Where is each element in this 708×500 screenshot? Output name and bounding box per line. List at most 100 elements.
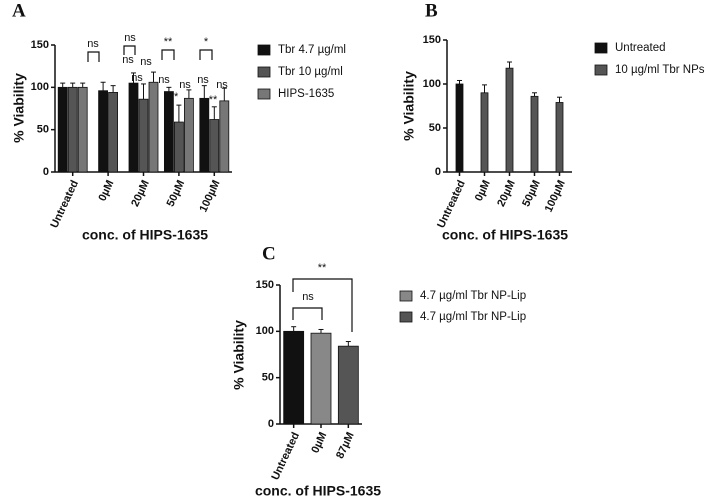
x-tick-label: 0µM <box>309 430 329 455</box>
bar <box>209 119 220 173</box>
y-tick-label: 0 <box>43 166 49 178</box>
legend-label: HIPS-1635 <box>278 88 334 100</box>
x-tick-label: 0µM <box>473 178 493 203</box>
y-tick-label: 100 <box>423 78 441 90</box>
bar <box>98 90 108 173</box>
panel-label: C <box>262 243 276 264</box>
y-tick-label: 50 <box>262 372 274 384</box>
significance-label: ns <box>197 74 209 86</box>
x-axis-label: conc. of HIPS-1635 <box>255 483 381 499</box>
bar <box>138 98 149 173</box>
legend-swatch <box>257 88 271 100</box>
legend-swatch <box>594 64 608 76</box>
bar <box>555 102 564 173</box>
bar <box>67 86 78 173</box>
legend-label: Untreated <box>615 42 666 54</box>
error-bar <box>507 61 512 69</box>
error-bar <box>70 82 76 88</box>
bar <box>310 332 332 425</box>
error-bar <box>482 84 487 93</box>
error-bar <box>110 85 116 93</box>
error-bar <box>80 82 86 88</box>
error-bar <box>166 86 172 92</box>
x-tick-label: 20µM <box>129 178 152 208</box>
y-axis-label: % Viability <box>401 71 417 141</box>
significance-label: ** <box>209 94 218 106</box>
legend-label: 4.7 µg/ml Tbr NP-Lip <box>420 311 526 323</box>
y-tick-label: 100 <box>31 81 49 93</box>
error-bar <box>60 82 66 88</box>
significance-bracket <box>199 49 213 60</box>
significance-label: ns <box>122 54 134 66</box>
significance-bracket <box>292 307 323 320</box>
panel-label: B <box>425 0 438 21</box>
panel-label: A <box>12 0 26 21</box>
bar <box>173 121 184 173</box>
legend-swatch <box>257 44 271 56</box>
x-tick-label: Untreated <box>48 178 81 230</box>
x-tick-label: Untreated <box>269 430 302 482</box>
y-tick-label: 50 <box>37 124 49 136</box>
x-tick-label: 20µM <box>495 178 518 208</box>
significance-label: ns <box>87 38 99 50</box>
significance-label: ** <box>318 262 327 274</box>
bar <box>148 81 159 173</box>
y-tick-label: 0 <box>268 418 274 430</box>
y-tick-label: 50 <box>429 122 441 134</box>
error-bar <box>176 104 182 123</box>
significance-bracket <box>292 278 353 332</box>
bar <box>183 97 194 173</box>
error-bar <box>318 328 324 334</box>
bar <box>283 330 305 425</box>
y-tick-label: 150 <box>256 279 274 291</box>
bar <box>530 95 539 173</box>
x-axis-label: conc. of HIPS-1635 <box>82 227 208 243</box>
error-bar <box>100 81 106 91</box>
significance-label: ns <box>216 79 228 91</box>
error-bar <box>211 106 217 120</box>
significance-label: ns <box>302 291 314 303</box>
bar <box>480 92 489 173</box>
y-tick-label: 150 <box>31 39 49 51</box>
x-tick-label: 50µM <box>165 178 188 208</box>
legend-label: 10 µg/ml Tbr NPs <box>615 64 705 76</box>
error-bar <box>141 83 146 100</box>
legend-swatch <box>594 42 608 54</box>
significance-label: ns <box>131 72 143 84</box>
legend-swatch <box>399 290 413 302</box>
legend-swatch <box>257 66 271 78</box>
error-bar <box>131 72 136 84</box>
legend-label: Tbr 10 µg/ml <box>278 66 343 78</box>
y-tick-label: 150 <box>423 34 441 46</box>
legend-label: 4.7 µg/ml Tbr NP-Lip <box>420 290 526 302</box>
error-bar <box>557 96 562 103</box>
error-bar <box>221 87 227 101</box>
significance-label: ns <box>124 32 136 44</box>
significance-bracket <box>87 51 100 62</box>
x-axis-label: conc. of HIPS-1635 <box>442 227 568 243</box>
legend-swatch <box>399 311 413 323</box>
x-tick-label: Untreated <box>435 178 468 230</box>
significance-label: ** <box>164 36 173 48</box>
error-bar <box>532 92 537 97</box>
significance-label: ns <box>158 74 170 86</box>
error-bar <box>345 341 351 347</box>
x-tick-label: 100µM <box>543 178 568 214</box>
error-bar <box>151 71 156 83</box>
significance-label: ns <box>179 79 191 91</box>
bar <box>57 86 68 173</box>
significance-label: ** <box>170 91 179 103</box>
legend-label: Tbr 4.7 µg/ml <box>278 44 346 56</box>
significance-label: ns <box>140 56 152 68</box>
error-bar <box>201 85 207 99</box>
y-axis-label: % Viability <box>11 73 27 143</box>
bar <box>199 97 210 173</box>
error-bar <box>291 326 297 332</box>
error-bar <box>457 79 462 84</box>
bar <box>108 92 118 173</box>
significance-bracket <box>161 49 175 60</box>
bar <box>219 100 230 173</box>
x-tick-label: 0µM <box>96 178 116 203</box>
significance-label: * <box>204 36 209 48</box>
